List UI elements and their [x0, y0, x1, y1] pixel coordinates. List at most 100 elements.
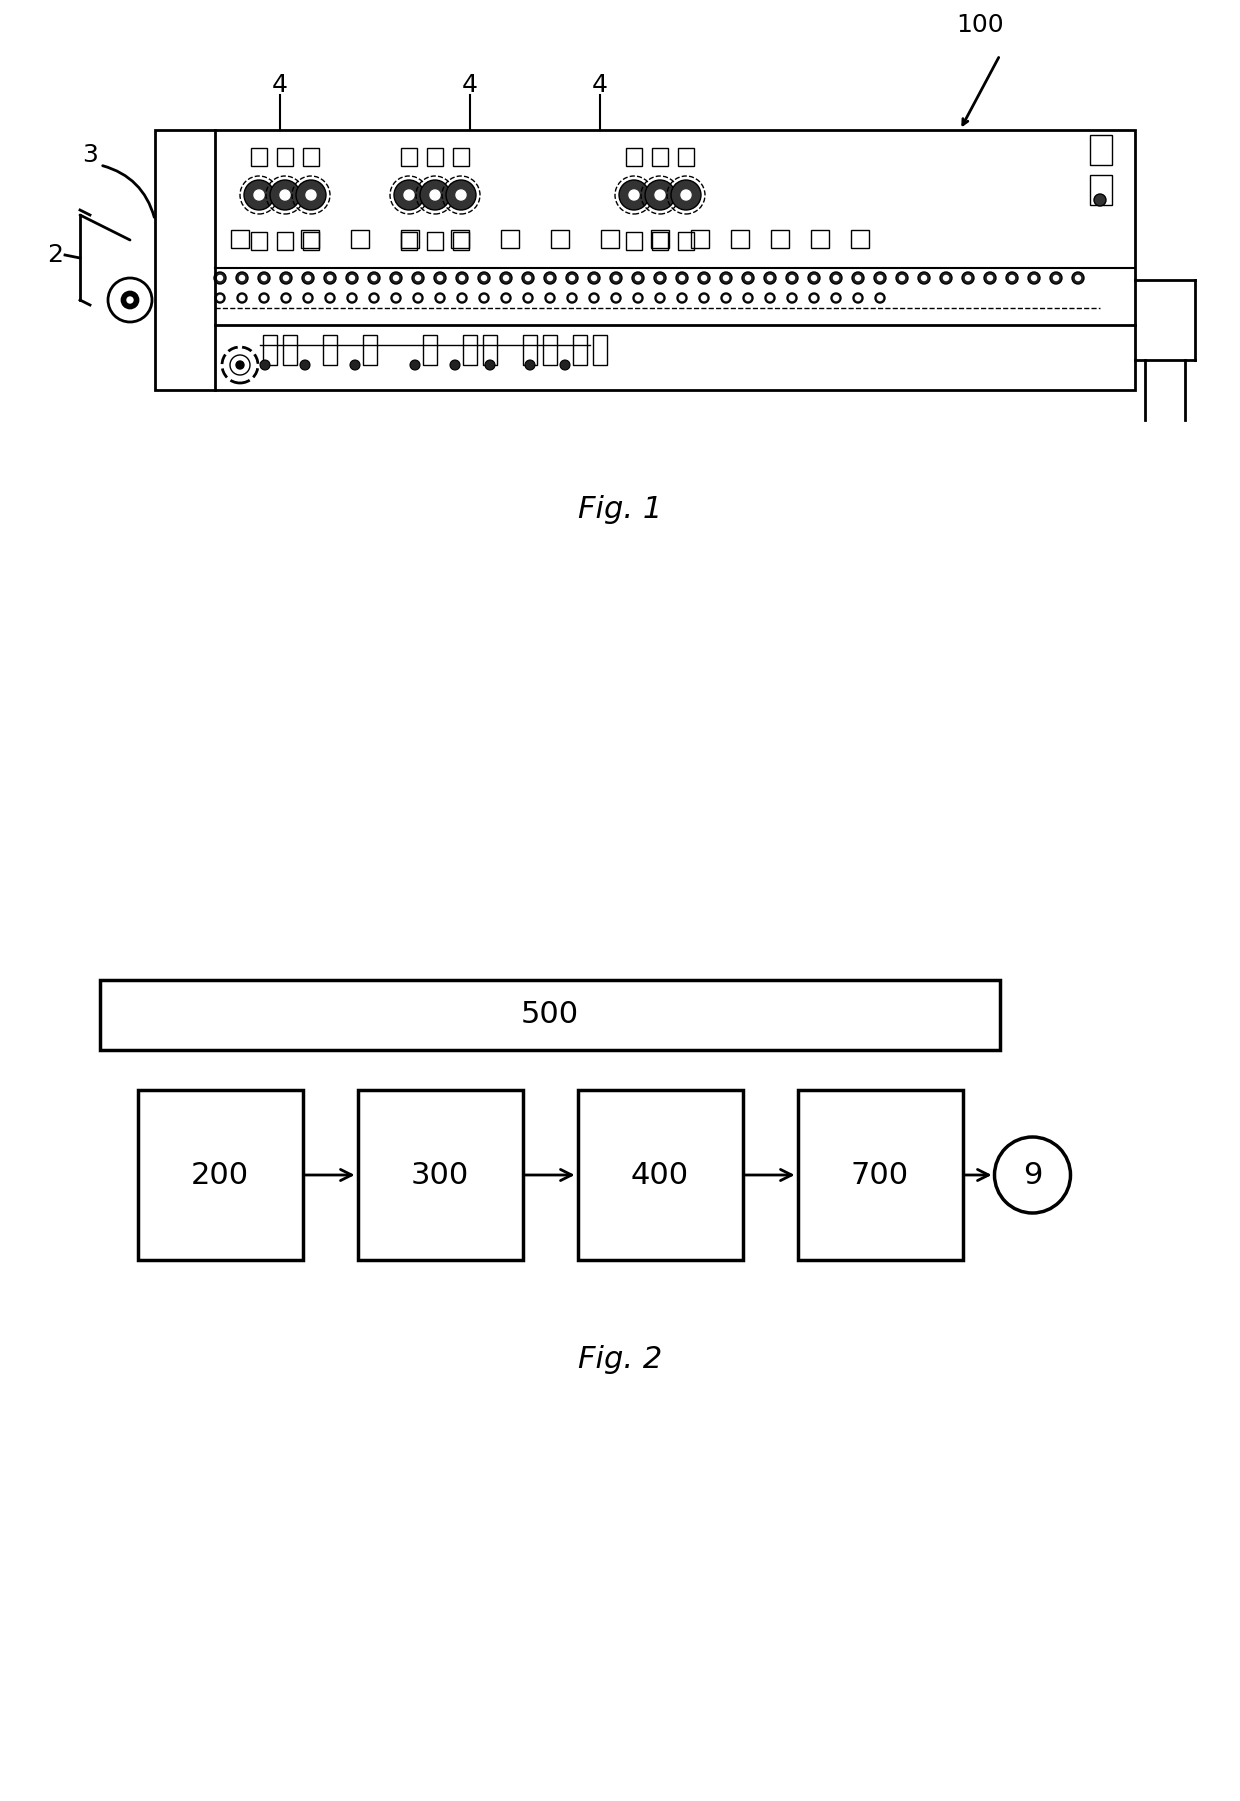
Circle shape	[327, 295, 332, 301]
Circle shape	[325, 294, 335, 303]
Bar	[1090, 175, 1112, 205]
Circle shape	[280, 272, 291, 285]
Circle shape	[1075, 276, 1080, 281]
Bar	[551, 231, 569, 249]
Circle shape	[412, 272, 424, 285]
Circle shape	[830, 272, 842, 285]
Circle shape	[632, 272, 644, 285]
Circle shape	[548, 276, 553, 281]
Circle shape	[1073, 272, 1084, 285]
Text: 700: 700	[851, 1160, 909, 1189]
Circle shape	[215, 294, 224, 303]
Circle shape	[394, 180, 424, 211]
Circle shape	[410, 360, 420, 369]
Circle shape	[1028, 272, 1040, 285]
Bar	[601, 231, 619, 249]
Bar	[626, 232, 642, 250]
Circle shape	[122, 292, 138, 308]
Bar	[277, 148, 293, 166]
Text: 500: 500	[521, 1001, 579, 1030]
Circle shape	[404, 189, 414, 200]
Circle shape	[645, 180, 675, 211]
Circle shape	[544, 272, 556, 285]
Circle shape	[614, 295, 619, 301]
Circle shape	[635, 295, 641, 301]
Bar	[678, 148, 694, 166]
Bar	[573, 335, 587, 366]
Bar	[155, 130, 1135, 391]
Circle shape	[764, 272, 776, 285]
Circle shape	[878, 276, 883, 281]
Circle shape	[434, 272, 446, 285]
Circle shape	[699, 294, 709, 303]
Circle shape	[526, 295, 531, 301]
Circle shape	[745, 295, 750, 301]
Circle shape	[808, 294, 818, 303]
Circle shape	[853, 294, 863, 303]
Circle shape	[655, 189, 665, 200]
Circle shape	[262, 276, 267, 281]
Circle shape	[296, 180, 326, 211]
Circle shape	[393, 295, 398, 301]
Circle shape	[217, 295, 222, 301]
Circle shape	[676, 272, 688, 285]
Circle shape	[523, 294, 533, 303]
Bar	[453, 148, 469, 166]
Circle shape	[284, 295, 289, 301]
Circle shape	[768, 276, 773, 281]
Circle shape	[878, 295, 883, 301]
Text: 4: 4	[272, 74, 288, 97]
Circle shape	[503, 295, 508, 301]
Bar	[303, 148, 319, 166]
Text: 100: 100	[956, 13, 1004, 38]
Circle shape	[305, 276, 310, 281]
Circle shape	[808, 272, 820, 285]
Bar	[453, 232, 469, 250]
Circle shape	[591, 276, 596, 281]
Circle shape	[635, 276, 641, 281]
Circle shape	[655, 294, 665, 303]
Circle shape	[254, 189, 264, 200]
Circle shape	[481, 276, 486, 281]
Bar	[691, 231, 709, 249]
Circle shape	[743, 294, 753, 303]
Circle shape	[702, 276, 707, 281]
Circle shape	[239, 295, 244, 301]
Circle shape	[680, 276, 684, 281]
Circle shape	[632, 294, 644, 303]
Circle shape	[653, 272, 666, 285]
Circle shape	[522, 272, 534, 285]
Bar	[231, 231, 249, 249]
Text: 3: 3	[82, 142, 98, 167]
Circle shape	[546, 294, 556, 303]
Bar	[678, 232, 694, 250]
Bar	[811, 231, 830, 249]
Circle shape	[940, 272, 952, 285]
Circle shape	[236, 272, 248, 285]
Circle shape	[346, 272, 358, 285]
Circle shape	[1094, 195, 1106, 205]
Circle shape	[260, 360, 270, 369]
Circle shape	[1006, 272, 1018, 285]
Circle shape	[899, 276, 904, 281]
Circle shape	[435, 294, 445, 303]
Bar	[523, 335, 537, 366]
Circle shape	[790, 276, 795, 281]
Circle shape	[966, 276, 971, 281]
Circle shape	[460, 276, 465, 281]
Circle shape	[875, 294, 885, 303]
Bar	[427, 232, 443, 250]
Circle shape	[742, 272, 754, 285]
Circle shape	[874, 272, 887, 285]
Circle shape	[723, 295, 729, 301]
Text: Fig. 2: Fig. 2	[578, 1345, 662, 1374]
Bar	[732, 231, 749, 249]
Circle shape	[525, 360, 534, 369]
Bar	[578, 1090, 743, 1261]
Bar	[250, 148, 267, 166]
Circle shape	[591, 295, 596, 301]
Bar	[651, 231, 670, 249]
Bar	[357, 1090, 522, 1261]
Circle shape	[610, 272, 622, 285]
Circle shape	[565, 272, 578, 285]
